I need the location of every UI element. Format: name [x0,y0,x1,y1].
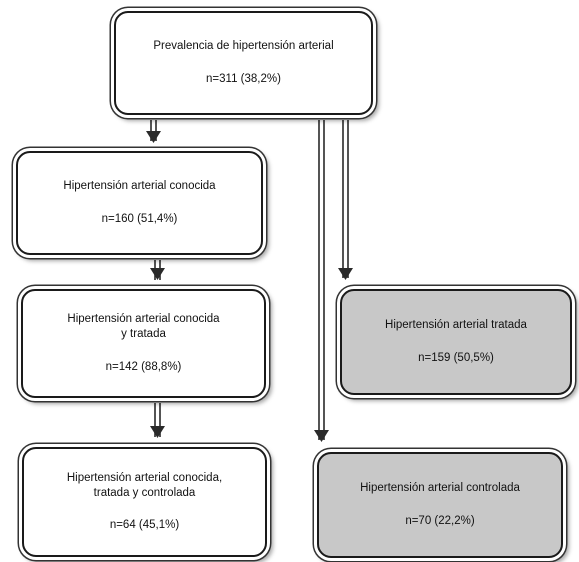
box-prevalence: Prevalencia de hipertensión arterial n=3… [114,11,373,115]
box-treated: Hipertensión arterial tratada n=159 (50,… [340,289,572,395]
box-prevalence-title: Prevalencia de hipertensión arterial [153,40,334,53]
box-prevalence-count: n=311 (38,2%) [206,73,281,85]
box-controlled: Hipertensión arterial controlada n=70 (2… [317,452,563,558]
box-known-count: n=160 (51,4%) [101,213,178,225]
box-known: Hipertensión arterial conocida n=160 (51… [16,151,263,255]
box-controlled-title: Hipertensión arterial controlada [360,482,520,495]
box-known-treated-title: Hipertensión arterial conocida y tratada [67,313,220,341]
box-controlled-count: n=70 (22,2%) [405,515,475,527]
arrow-known-treated-to-controlled [150,403,165,438]
arrow-prevalence-to-known [146,120,161,143]
box-known-treated: Hipertensión arterial conocida y tratada… [21,289,266,398]
box-treated-title: Hipertensión arterial tratada [385,319,527,332]
box-known-treated-controlled-count: n=64 (45,1%) [109,519,180,532]
box-known-treated-controlled: Hipertensión arterial conocida, tratada … [22,447,267,557]
arrow-known-to-known-treated [150,260,165,280]
box-treated-count: n=159 (50,5%) [418,352,494,364]
arrow-prevalence-to-treated [338,120,353,280]
arrow-prevalence-to-controlled [314,120,329,442]
box-known-title: Hipertensión arterial conocida [63,180,216,193]
box-known-treated-count: n=142 (88,8%) [105,360,182,373]
box-known-treated-controlled-title: Hipertensión arterial conocida, tratada … [66,471,223,499]
